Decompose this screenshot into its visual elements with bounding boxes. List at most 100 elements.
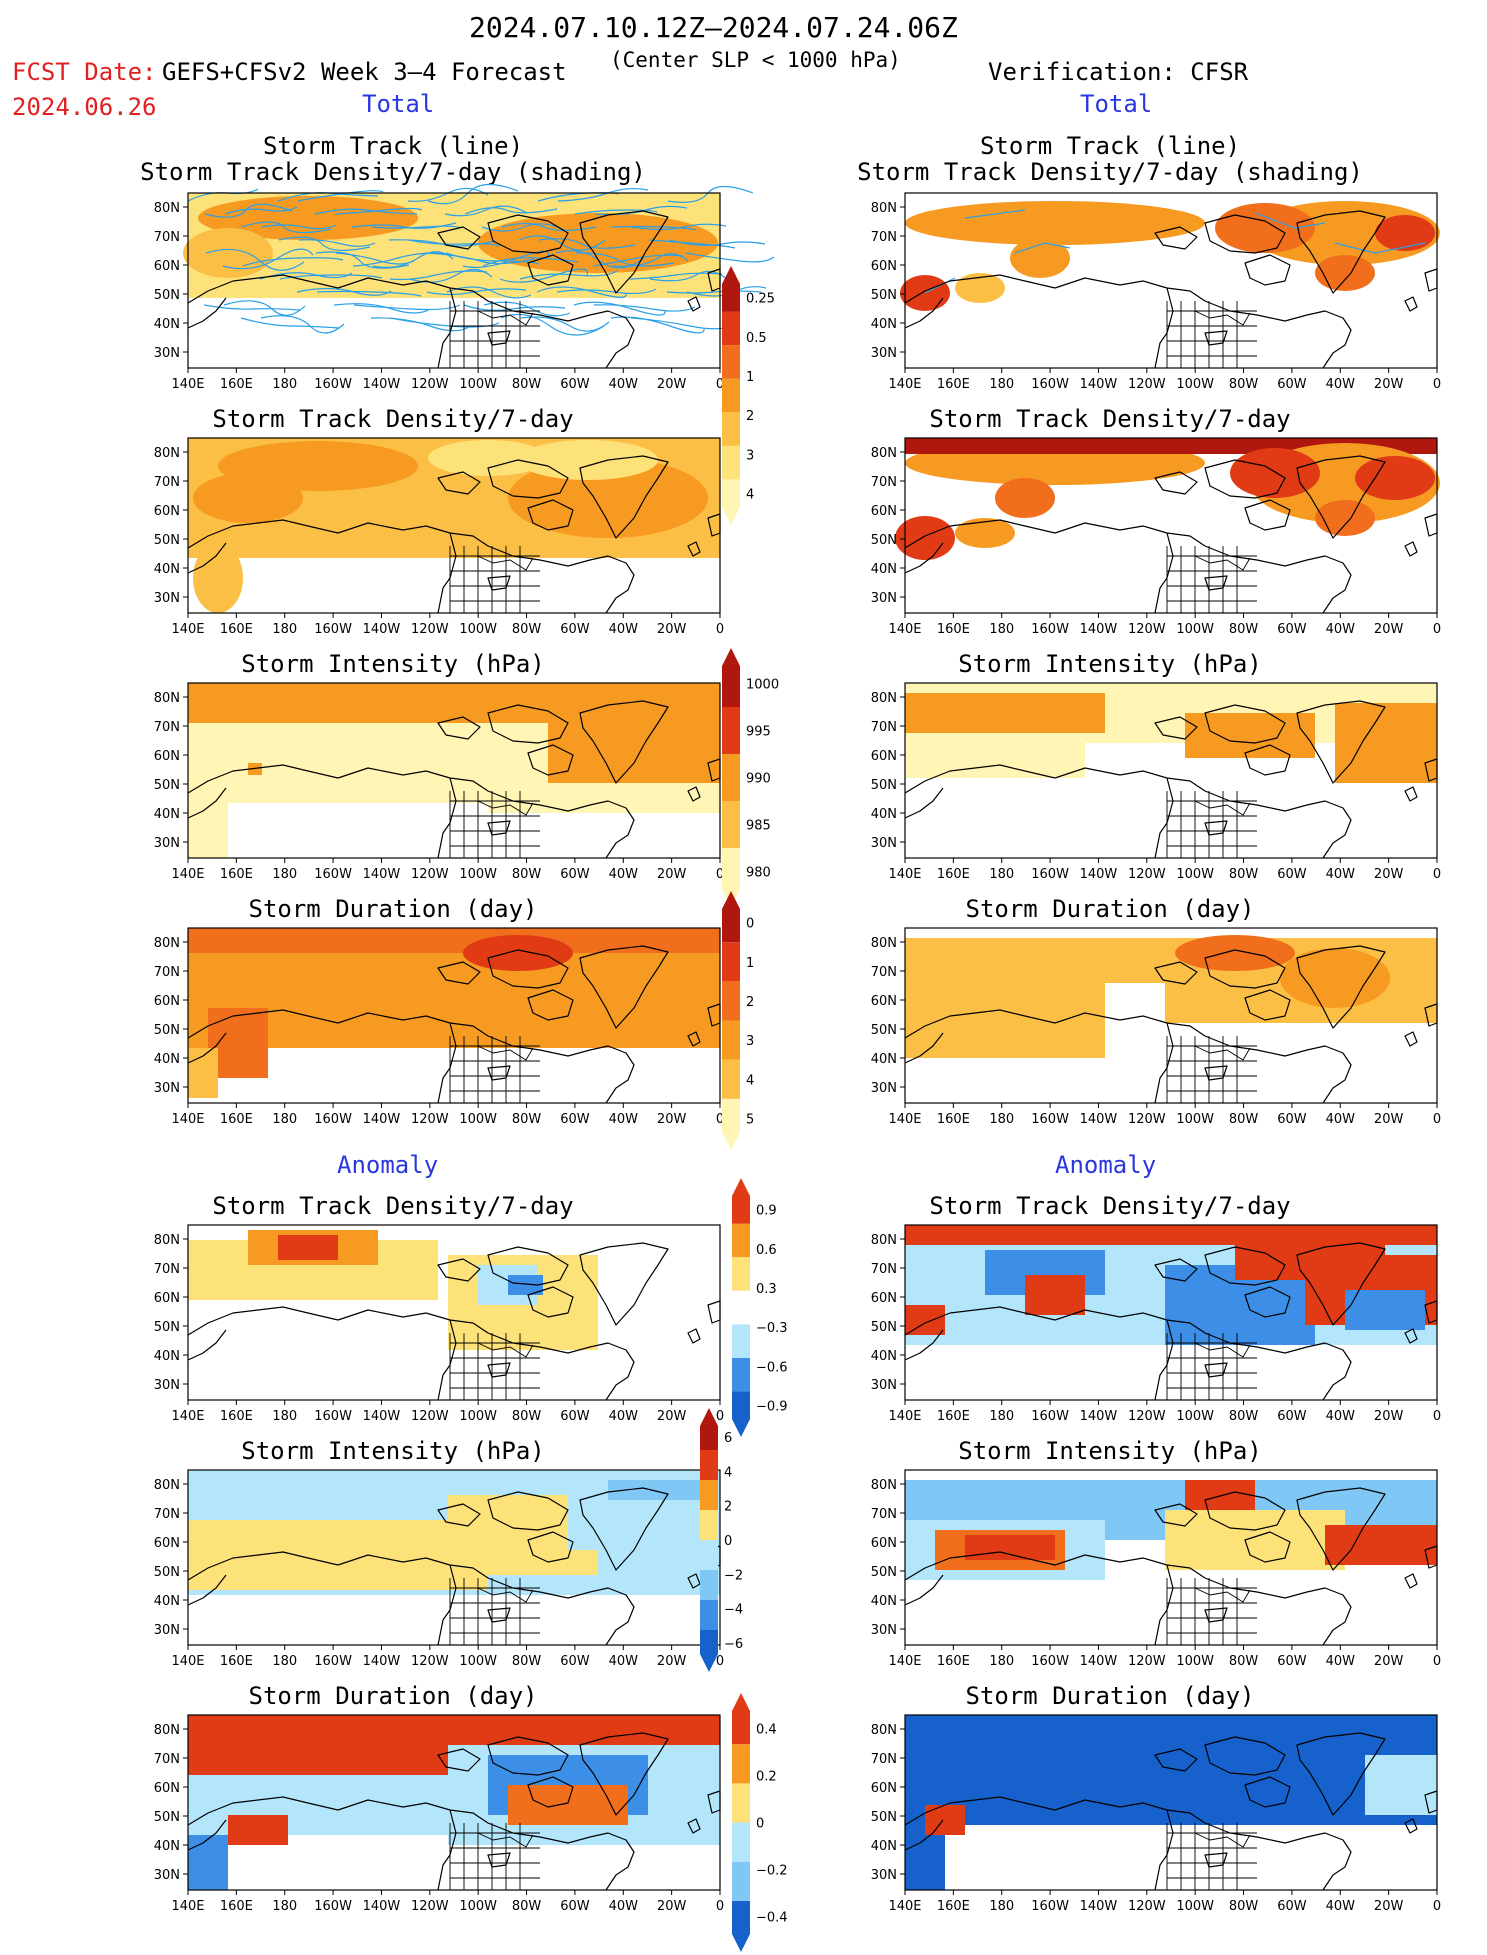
- lon-tick-label: 0: [1433, 1409, 1441, 1424]
- lon-tick-label: 140E: [888, 867, 921, 882]
- lon-tick-label: 140W: [363, 377, 401, 392]
- lon-tick-label: 120W: [411, 1112, 449, 1127]
- lon-tick-label: 160E: [937, 1409, 970, 1424]
- lat-tick-label: 50N: [871, 1023, 897, 1038]
- lat-tick-label: 80N: [154, 446, 180, 461]
- lat-tick-label: 60N: [154, 749, 180, 764]
- lon-tick-label: 100W: [1176, 1899, 1214, 1914]
- lon-tick-label: 160E: [220, 1409, 253, 1424]
- lat-tick-label: 70N: [154, 1507, 180, 1522]
- colorbar-label: 0: [746, 917, 754, 932]
- lon-tick-label: 160W: [1031, 867, 1069, 882]
- lat-tick-label: 70N: [154, 965, 180, 980]
- lon-tick-label: 60W: [1277, 1899, 1307, 1914]
- colorbar-duration-anom: 0.4 0.2 0 −0.2 −0.4: [732, 1690, 812, 1955]
- lon-tick-label: 160W: [314, 622, 352, 637]
- lon-tick-label: 20W: [1374, 622, 1404, 637]
- lat-tick-label: 40N: [871, 807, 897, 822]
- lon-tick-label: 60W: [1277, 1112, 1307, 1127]
- lon-tick-label: 160E: [937, 622, 970, 637]
- lon-tick-label: 180: [272, 622, 297, 637]
- lon-tick-label: 0: [716, 622, 724, 637]
- lon-tick-label: 120W: [411, 622, 449, 637]
- lon-tick-label: 20W: [657, 1409, 687, 1424]
- lat-tick-label: 30N: [871, 346, 897, 361]
- lon-tick-label: 160W: [314, 1654, 352, 1669]
- lon-tick-label: 120W: [411, 377, 449, 392]
- lon-tick-label: 140W: [1080, 377, 1118, 392]
- lon-tick-label: 180: [989, 622, 1014, 637]
- colorbar-swatch: [700, 1540, 718, 1570]
- colorbar-label: 0: [756, 1817, 764, 1832]
- map-track-density-total-verification: 80N 70N 60N 50N 40N 30N 140E 160E 180 160W 140W 120…: [845, 437, 1441, 639]
- lon-tick-label: 120W: [1128, 867, 1166, 882]
- lat-tick-label: 60N: [871, 749, 897, 764]
- lon-tick-label: 140E: [888, 1112, 921, 1127]
- lon-tick-label: 100W: [1176, 1409, 1214, 1424]
- colorbar-swatch: [722, 754, 740, 801]
- verification-label: Verification: CFSR: [988, 58, 1249, 86]
- map-track-line-forecast: 80N 70N 60N 50N 40N 30N 140E 160E 180 160W 140W 120…: [128, 183, 775, 394]
- lon-tick-label: 100W: [1176, 377, 1214, 392]
- map-duration-anom-forecast: 80N 70N 60N 50N 40N 30N 140E 160E 180 160W 140W 120…: [128, 1714, 724, 1916]
- lat-tick-label: 80N: [871, 201, 897, 216]
- lat-tick-label: 50N: [871, 1320, 897, 1335]
- model-label: GEFS+CFSv2 Week 3–4 Forecast: [162, 58, 567, 86]
- lat-tick-label: 40N: [154, 1839, 180, 1854]
- lon-tick-label: 180: [272, 1112, 297, 1127]
- lat-tick-label: 40N: [154, 1349, 180, 1364]
- lon-tick-label: 60W: [560, 1654, 590, 1669]
- lat-tick-label: 60N: [871, 259, 897, 274]
- colorbar-label: −0.4: [756, 1911, 788, 1926]
- colorbar-swatch: [732, 1861, 750, 1901]
- lon-tick-label: 140E: [171, 1654, 204, 1669]
- lon-tick-label: 160E: [937, 1112, 970, 1127]
- map-duration-total-verification: 80N 70N 60N 50N 40N 30N 140E 160E 180 160W 140W 120…: [845, 927, 1441, 1129]
- colorbar-swatch: [722, 1098, 740, 1150]
- colorbar-label: −0.9: [756, 1399, 788, 1414]
- lon-tick-label: 160E: [220, 867, 253, 882]
- map-intensity-total-forecast: 80N 70N 60N 50N 40N 30N 140E 160E 180 160W 140W 120…: [128, 682, 724, 884]
- lat-tick-label: 40N: [871, 1349, 897, 1364]
- lon-tick-label: 60W: [560, 867, 590, 882]
- lon-tick-label: 100W: [1176, 1112, 1214, 1127]
- lat-tick-label: 80N: [871, 446, 897, 461]
- lat-tick-label: 70N: [871, 1752, 897, 1767]
- lon-tick-label: 180: [989, 1409, 1014, 1424]
- map-track-density-anom-forecast: 80N 70N 60N 50N 40N 30N 140E 160E 180 160W 140W 120…: [128, 1224, 724, 1426]
- lat-tick-label: 60N: [154, 1781, 180, 1796]
- lon-tick-label: 40W: [1326, 1112, 1356, 1127]
- lat-tick-label: 70N: [871, 1262, 897, 1277]
- lon-tick-label: 60W: [1277, 377, 1307, 392]
- colorbar-swatch: [700, 1450, 718, 1480]
- lon-tick-label: 140E: [888, 1899, 921, 1914]
- lon-tick-label: 180: [989, 1899, 1014, 1914]
- lon-tick-label: 160E: [220, 1112, 253, 1127]
- lat-tick-label: 80N: [871, 1723, 897, 1738]
- colorbar-label: 4: [746, 1073, 754, 1088]
- lat-tick-label: 80N: [871, 691, 897, 706]
- lat-tick-label: 70N: [871, 1507, 897, 1522]
- lon-tick-label: 160E: [220, 377, 253, 392]
- lat-tick-label: 30N: [154, 1868, 180, 1883]
- colorbar-label: 1: [746, 370, 754, 385]
- colorbar-swatch: [732, 1391, 750, 1437]
- lon-tick-label: 40W: [609, 1899, 639, 1914]
- lon-tick-label: 180: [272, 867, 297, 882]
- colorbar-swatch: [722, 707, 740, 754]
- lon-tick-label: 140E: [171, 867, 204, 882]
- lat-tick-label: 40N: [871, 317, 897, 332]
- lon-tick-label: 0: [1433, 1654, 1441, 1669]
- colorbar-label: −4: [724, 1603, 743, 1618]
- lat-tick-label: 30N: [871, 1081, 897, 1096]
- lon-tick-label: 20W: [657, 1112, 687, 1127]
- lon-tick-label: 40W: [609, 1409, 639, 1424]
- colorbar-label: 0.5: [746, 331, 767, 346]
- lon-tick-label: 40W: [1326, 377, 1356, 392]
- map-track-line-verification: 80N 70N 60N 50N 40N 30N 140E 160E 180 160W 140W 120…: [845, 192, 1441, 394]
- lon-tick-label: 180: [272, 1654, 297, 1669]
- colorbar-label: 0: [724, 1534, 732, 1549]
- fcst-date-label: FCST Date:: [12, 58, 157, 86]
- lon-tick-label: 100W: [459, 867, 497, 882]
- lat-tick-label: 30N: [154, 346, 180, 361]
